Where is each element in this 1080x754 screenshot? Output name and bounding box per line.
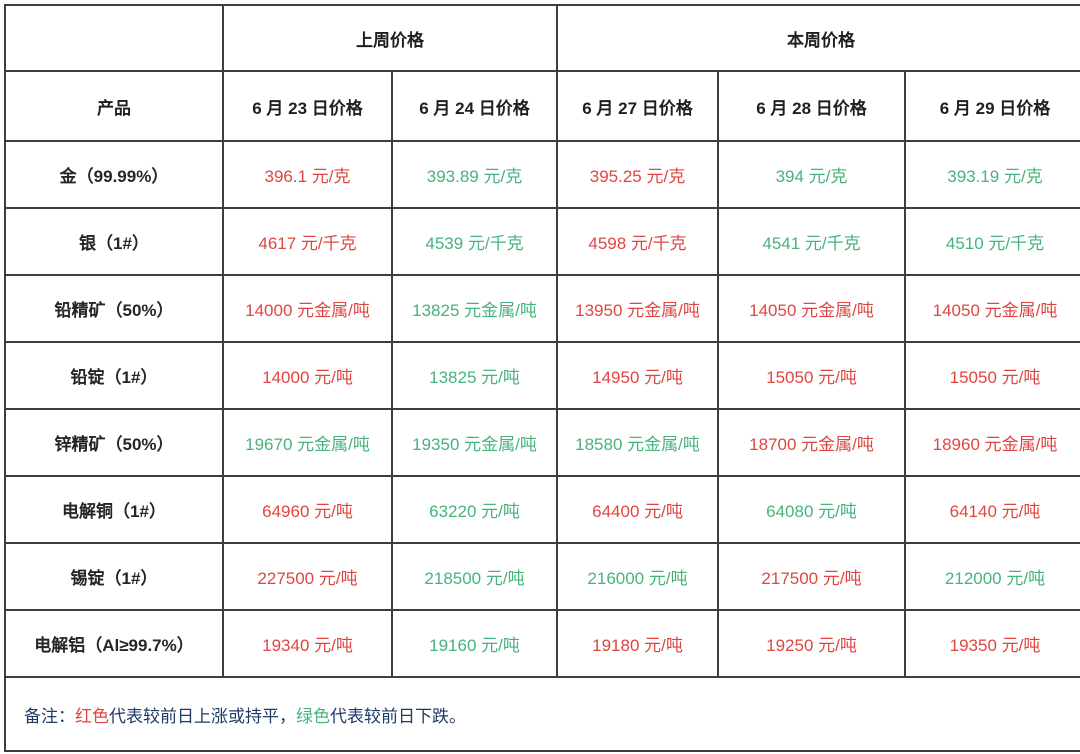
- price-cell: 212000 元/吨: [904, 542, 1080, 611]
- price-cell: 4510 元/千克: [904, 207, 1080, 276]
- note-green-label: 绿色: [296, 706, 330, 726]
- price-cell: 218500 元/吨: [391, 542, 558, 611]
- price-cell: 19670 元金属/吨: [222, 408, 393, 477]
- price-cell: 393.89 元/克: [391, 140, 558, 209]
- price-cell: 14000 元/吨: [222, 341, 393, 410]
- table-row-lead-ingot: 铅锭（1#） 14000 元/吨 13825 元/吨 14950 元/吨 150…: [4, 341, 1080, 410]
- blank-corner-cell: [4, 4, 224, 72]
- price-cell: 19350 元金属/吨: [391, 408, 558, 477]
- price-cell: 4541 元/千克: [717, 207, 906, 276]
- product-cell: 铅精矿（50%）: [4, 274, 224, 343]
- price-cell: 64080 元/吨: [717, 475, 906, 544]
- group-header-row: 上周价格 本周价格: [4, 4, 1080, 72]
- price-cell: 4617 元/千克: [222, 207, 393, 276]
- table-row-silver: 银（1#） 4617 元/千克 4539 元/千克 4598 元/千克 4541…: [4, 207, 1080, 276]
- product-cell: 锡锭（1#）: [4, 542, 224, 611]
- price-cell: 13950 元金属/吨: [556, 274, 719, 343]
- price-cell: 394 元/克: [717, 140, 906, 209]
- price-cell: 14050 元金属/吨: [717, 274, 906, 343]
- table-row-lead-concentrate: 铅精矿（50%） 14000 元金属/吨 13825 元金属/吨 13950 元…: [4, 274, 1080, 343]
- column-header-jun29: 6 月 29 日价格: [904, 70, 1080, 142]
- price-cell: 18700 元金属/吨: [717, 408, 906, 477]
- product-cell: 电解铝（Al≥99.7%）: [4, 609, 224, 678]
- product-cell: 金（99.99%）: [4, 140, 224, 209]
- price-cell: 396.1 元/克: [222, 140, 393, 209]
- column-header-jun28: 6 月 28 日价格: [717, 70, 906, 142]
- group-header-last-week: 上周价格: [222, 4, 558, 72]
- group-header-this-week: 本周价格: [556, 4, 1080, 72]
- price-cell: 64140 元/吨: [904, 475, 1080, 544]
- price-cell: 15050 元/吨: [904, 341, 1080, 410]
- price-cell: 18580 元金属/吨: [556, 408, 719, 477]
- note-red-desc: 代表较前日上涨或持平，: [109, 706, 296, 726]
- price-cell: 13825 元金属/吨: [391, 274, 558, 343]
- price-cell: 216000 元/吨: [556, 542, 719, 611]
- product-cell: 电解铜（1#）: [4, 475, 224, 544]
- price-cell: 19160 元/吨: [391, 609, 558, 678]
- table-row-aluminum: 电解铝（Al≥99.7%） 19340 元/吨 19160 元/吨 19180 …: [4, 609, 1080, 678]
- note-cell: 备注：红色代表较前日上涨或持平，绿色代表较前日下跌。: [4, 676, 1080, 752]
- product-cell: 铅锭（1#）: [4, 341, 224, 410]
- price-cell: 19340 元/吨: [222, 609, 393, 678]
- price-cell: 13825 元/吨: [391, 341, 558, 410]
- price-cell: 395.25 元/克: [556, 140, 719, 209]
- table-row-gold: 金（99.99%） 396.1 元/克 393.89 元/克 395.25 元/…: [4, 140, 1080, 209]
- product-cell: 锌精矿（50%）: [4, 408, 224, 477]
- price-cell: 19250 元/吨: [717, 609, 906, 678]
- price-cell: 393.19 元/克: [904, 140, 1080, 209]
- price-cell: 15050 元/吨: [717, 341, 906, 410]
- metal-price-table: 上周价格 本周价格 产品 6 月 23 日价格 6 月 24 日价格 6 月 2…: [4, 4, 1080, 752]
- column-header-row: 产品 6 月 23 日价格 6 月 24 日价格 6 月 27 日价格 6 月 …: [4, 70, 1080, 142]
- table-row-zinc-concentrate: 锌精矿（50%） 19670 元金属/吨 19350 元金属/吨 18580 元…: [4, 408, 1080, 477]
- table-row-copper: 电解铜（1#） 64960 元/吨 63220 元/吨 64400 元/吨 64…: [4, 475, 1080, 544]
- price-cell: 4598 元/千克: [556, 207, 719, 276]
- price-cell: 14050 元金属/吨: [904, 274, 1080, 343]
- price-cell: 63220 元/吨: [391, 475, 558, 544]
- note-red-label: 红色: [75, 706, 109, 726]
- note-prefix: 备注：: [24, 706, 75, 726]
- price-cell: 227500 元/吨: [222, 542, 393, 611]
- price-cell: 217500 元/吨: [717, 542, 906, 611]
- table-row-tin-ingot: 锡锭（1#） 227500 元/吨 218500 元/吨 216000 元/吨 …: [4, 542, 1080, 611]
- price-cell: 4539 元/千克: [391, 207, 558, 276]
- price-cell: 64400 元/吨: [556, 475, 719, 544]
- column-header-jun27: 6 月 27 日价格: [556, 70, 719, 142]
- price-cell: 19350 元/吨: [904, 609, 1080, 678]
- price-cell: 19180 元/吨: [556, 609, 719, 678]
- note-green-desc: 代表较前日下跌。: [330, 706, 466, 726]
- price-cell: 14000 元金属/吨: [222, 274, 393, 343]
- column-header-jun23: 6 月 23 日价格: [222, 70, 393, 142]
- price-cell: 14950 元/吨: [556, 341, 719, 410]
- price-cell: 64960 元/吨: [222, 475, 393, 544]
- column-header-product: 产品: [4, 70, 224, 142]
- note-row: 备注：红色代表较前日上涨或持平，绿色代表较前日下跌。: [4, 676, 1080, 752]
- price-cell: 18960 元金属/吨: [904, 408, 1080, 477]
- column-header-jun24: 6 月 24 日价格: [391, 70, 558, 142]
- product-cell: 银（1#）: [4, 207, 224, 276]
